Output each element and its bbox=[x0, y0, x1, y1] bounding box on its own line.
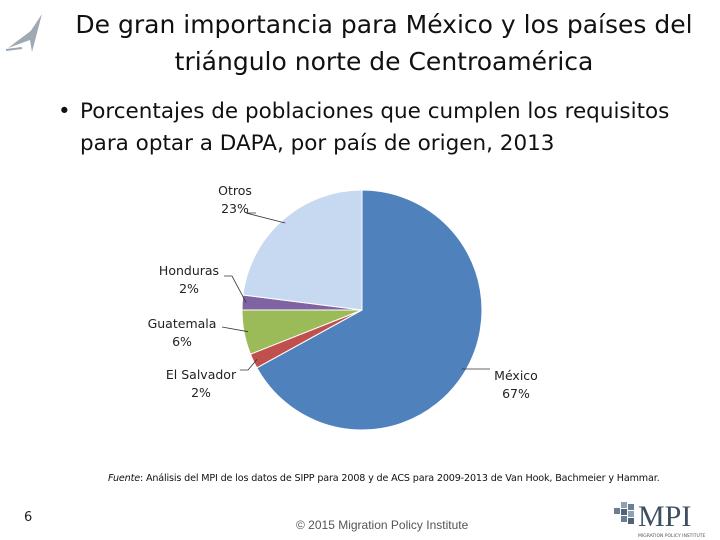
bullet-text: Porcentajes de poblaciones que cumplen l… bbox=[80, 99, 670, 156]
slice-label-el-salvador: El Salvador bbox=[166, 367, 237, 382]
slice-value-guatemala: 6% bbox=[172, 334, 192, 349]
slice-value-el-salvador: 2% bbox=[191, 385, 211, 400]
leader-line-guatemala bbox=[221, 326, 249, 333]
pie-leader-lines bbox=[221, 212, 490, 371]
corner-logo-icon bbox=[5, 14, 42, 52]
page-number: 6 bbox=[24, 510, 33, 525]
footnote: Fuente: Análisis del MPI de los datos de… bbox=[108, 473, 708, 484]
leader-line-el-salvador bbox=[240, 359, 258, 371]
mpi-logo-mark-icon bbox=[614, 502, 634, 524]
pie-labels: México 67% El Salvador 2% Guatemala 6% Hondura… bbox=[148, 183, 538, 401]
slice-label-honduras: Honduras bbox=[159, 263, 219, 278]
mpi-logo-text: MPI bbox=[638, 500, 691, 533]
bullet-dot-icon: • bbox=[58, 99, 71, 124]
slice-value-mexico: 67% bbox=[502, 386, 530, 401]
footnote-label: Fuente bbox=[108, 473, 140, 484]
bullet-text-block: • Porcentajes de poblaciones que cumplen… bbox=[58, 96, 680, 160]
slice-value-honduras: 2% bbox=[179, 281, 199, 296]
slide-title: De gran importancia para México y los pa… bbox=[75, 10, 693, 76]
mpi-logo: MPI MIGRATION POLICY INSTITUTE bbox=[614, 500, 706, 539]
leader-line-honduras bbox=[224, 275, 247, 303]
slice-label-guatemala: Guatemala bbox=[148, 316, 217, 331]
slice-label-otros: Otros bbox=[218, 183, 252, 198]
slice-value-otros: 23% bbox=[221, 201, 249, 216]
leader-line-otros bbox=[245, 212, 286, 224]
copyright-text: © 2015 Migration Policy Institute bbox=[296, 518, 469, 532]
mpi-logo-subtext: MIGRATION POLICY INSTITUTE bbox=[638, 533, 706, 539]
pie-slices bbox=[241, 189, 483, 431]
slice-label-mexico: México bbox=[494, 368, 538, 383]
pie-slice-otros bbox=[242, 189, 363, 311]
pie-slice-mexico bbox=[256, 189, 483, 431]
footnote-text: : Análisis del MPI de los datos de SIPP … bbox=[139, 473, 660, 484]
